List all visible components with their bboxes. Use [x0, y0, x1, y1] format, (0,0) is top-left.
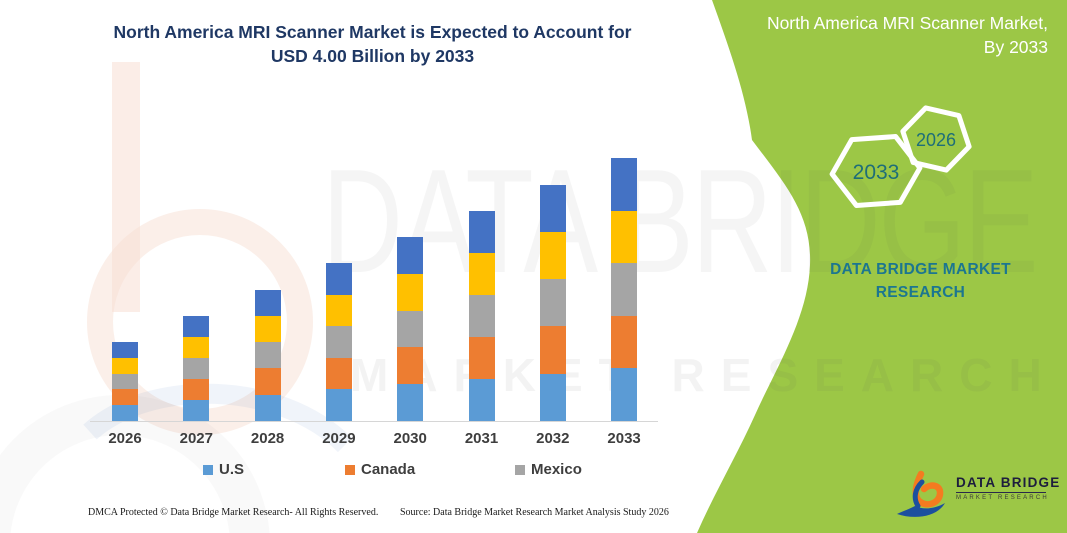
legend-item-mexico: Mexico	[515, 461, 582, 478]
bar-segment-u-s	[325, 389, 352, 421]
bar-segment-u-s	[112, 405, 138, 421]
legend-swatch-canada	[345, 464, 355, 475]
x-labels-layer: 2026 2027 2028 2029 2030 2031 2032 2033	[78, 430, 658, 450]
legend-label: U.S	[219, 461, 245, 478]
x-axis-label-2029: 2029	[322, 430, 356, 447]
x-axis-label-2031: 2031	[464, 430, 499, 447]
brand-wordmark-line2: RESEARCH	[875, 284, 966, 301]
bar-segment-canada	[611, 315, 638, 369]
logo-title: DATA BRIDGE	[956, 475, 1061, 490]
legend-label: Mexico	[531, 461, 582, 478]
bar-segment-canada	[539, 326, 566, 374]
legend: U.S Canada Mexico	[0, 461, 700, 481]
bar-2027	[183, 316, 210, 421]
bar-segment-mexico	[397, 310, 424, 348]
x-axis-label-2033: 2033	[607, 430, 641, 447]
legend-item-u-s: U.S	[203, 461, 244, 478]
bar-2026	[112, 342, 138, 421]
watermark-logo-bowl	[87, 209, 313, 435]
white-accent-arc	[778, 197, 802, 333]
logo-subtitle: MARKET RESEARCH	[956, 495, 1049, 501]
bar-segment-unlabeled-yellow	[397, 273, 424, 311]
bar-segment-unlabeled-blue	[112, 342, 138, 358]
chart-title-line2: USD 4.00 Billion by 2033	[270, 46, 475, 66]
bar-segment-unlabeled-blue	[468, 210, 495, 253]
bar-2033	[611, 158, 638, 421]
x-axis-line	[90, 421, 658, 422]
bar-2028	[254, 289, 281, 421]
hexagon-badges: 2033 2026	[829, 105, 972, 208]
bar-segment-unlabeled-blue	[397, 237, 424, 274]
bar-segment-unlabeled-blue	[183, 316, 210, 337]
bar-segment-unlabeled-yellow	[539, 231, 566, 280]
bar-segment-unlabeled-yellow	[325, 294, 352, 327]
bar-segment-unlabeled-yellow	[468, 252, 495, 295]
bar-segment-canada	[183, 379, 210, 400]
bar-segment-canada	[468, 336, 495, 379]
bar-segment-unlabeled-yellow	[611, 210, 638, 264]
footer-source-text: Source: Data Bridge Market Research Mark…	[400, 507, 669, 518]
bar-segment-unlabeled-blue	[539, 184, 566, 232]
logo-divider	[956, 492, 1046, 493]
bar-segment-canada	[325, 357, 352, 390]
banner-title-line1: North America MRI Scanner Market,	[766, 13, 1048, 33]
bar-2032	[539, 184, 566, 421]
bar-segment-mexico	[183, 358, 210, 379]
brand-wordmark-line1: DATA BRIDGE MARKET	[830, 261, 1011, 278]
legend-label: Canada	[361, 461, 416, 478]
bar-segment-unlabeled-yellow	[112, 357, 138, 374]
bar-segment-canada	[112, 389, 138, 406]
bar-segment-mexico	[325, 326, 352, 358]
bar-segment-u-s	[611, 368, 638, 421]
bar-segment-mexico	[254, 342, 281, 369]
data-bridge-logo-icon	[897, 470, 945, 517]
bar-2030	[397, 237, 424, 421]
hexagon-2033	[829, 134, 923, 208]
bar-segment-unlabeled-yellow	[183, 337, 210, 358]
logo-blue-swoosh	[897, 503, 945, 517]
footer-dmca-text: DMCA Protected © Data Bridge Market Rese…	[88, 507, 379, 518]
bar-segment-u-s	[254, 394, 281, 421]
legend-item-canada: Canada	[345, 461, 415, 478]
bar-segment-u-s	[468, 378, 495, 421]
bar-segment-unlabeled-blue	[611, 158, 638, 211]
bar-segment-unlabeled-blue	[325, 263, 352, 295]
badge-year-2026: 2026	[916, 130, 956, 150]
logo-blue-curl	[912, 479, 925, 509]
hexagon-2026	[900, 105, 972, 173]
bar-2029	[325, 263, 352, 421]
x-axis-label-2028: 2028	[250, 430, 285, 447]
bar-segment-mexico	[539, 279, 566, 327]
x-axis-label-2026: 2026	[108, 430, 142, 447]
banner-title-line2: By 2033	[983, 37, 1048, 57]
x-axis-label-2027: 2027	[179, 430, 213, 447]
x-axis-label-2032: 2032	[536, 430, 570, 447]
x-axis-label-2030: 2030	[393, 430, 427, 447]
bar-segment-u-s	[397, 384, 424, 421]
bar-segment-unlabeled-yellow	[254, 315, 281, 343]
legend-swatch-u-s	[203, 464, 213, 475]
bar-segment-u-s	[539, 373, 566, 421]
chart-title-line1: North America MRI Scanner Market is Expe…	[113, 22, 632, 42]
bar-segment-u-s	[183, 400, 210, 421]
bar-segment-canada	[254, 368, 281, 395]
bars-layer	[78, 130, 658, 422]
bar-segment-mexico	[112, 373, 138, 390]
bar-segment-mexico	[611, 263, 638, 316]
badge-year-2033: 2033	[853, 161, 900, 184]
brand-wordmark: DATA BRIDGE MARKET RESEARCH	[798, 258, 1043, 304]
bar-segment-mexico	[468, 294, 495, 337]
bar-2031	[468, 210, 495, 421]
legend-swatch-mexico	[515, 464, 525, 475]
chart-title: North America MRI Scanner Market is Expe…	[85, 20, 660, 68]
bar-segment-unlabeled-blue	[254, 289, 281, 316]
banner-title: North America MRI Scanner Market, By 203…	[718, 11, 1048, 59]
green-panel-shape	[697, 0, 1067, 533]
data-bridge-logo-text: DATA BRIDGE MARKET RESEARCH	[956, 475, 1061, 501]
bar-segment-canada	[397, 347, 424, 385]
